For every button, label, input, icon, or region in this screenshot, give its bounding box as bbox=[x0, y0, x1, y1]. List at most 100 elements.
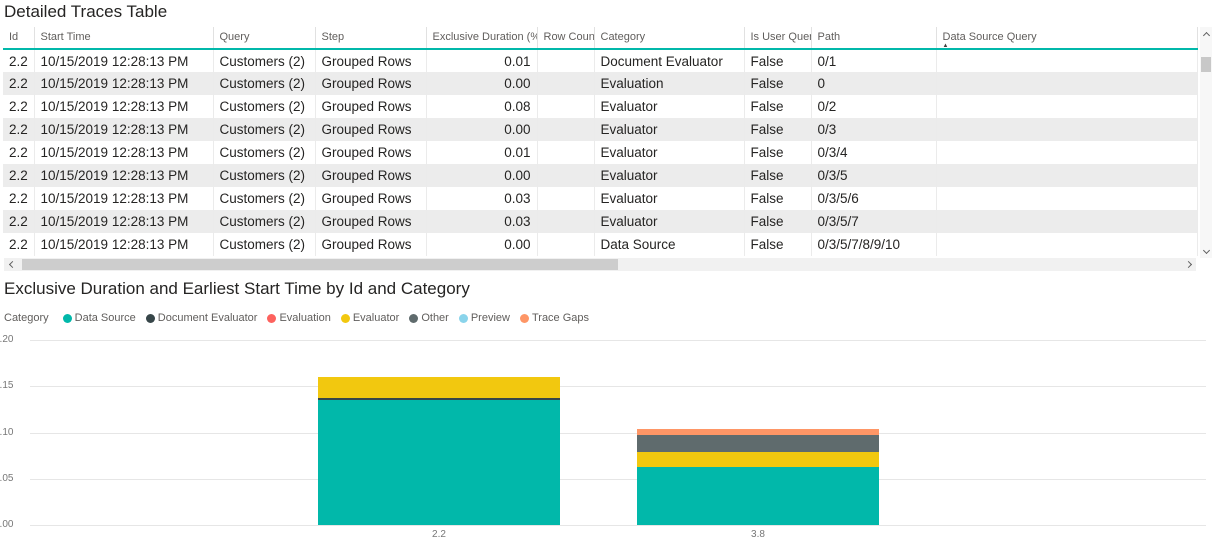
legend-item-label: Evaluator bbox=[352, 312, 400, 324]
x-axis-label: 3.8 bbox=[751, 529, 765, 540]
table-cell-is-user-query: False bbox=[744, 141, 812, 164]
bar-segment-document-evaluator[interactable] bbox=[318, 398, 560, 401]
column-header-step[interactable]: Step bbox=[315, 27, 427, 50]
table-cell-query: Customers (2) bbox=[213, 233, 316, 256]
scroll-right-arrow-icon[interactable] bbox=[1182, 258, 1194, 270]
table-cell-start-time: 10/15/2019 12:28:13 PM bbox=[34, 187, 214, 210]
table-row[interactable]: 2.2 10/15/2019 12:28:13 PM Customers (2) Gr… bbox=[3, 141, 1198, 164]
table-row[interactable]: 2.2 10/15/2019 12:28:13 PM Customers (2) Gr… bbox=[3, 95, 1198, 118]
table-cell-category: Evaluator bbox=[594, 164, 745, 187]
table-cell-path: 0/3/4 bbox=[811, 141, 937, 164]
table-cell-is-user-query: False bbox=[744, 187, 812, 210]
column-header-data-source-query[interactable]: Data Source Query ▲ bbox=[936, 27, 1198, 50]
table-cell-query: Customers (2) bbox=[213, 72, 316, 95]
table-cell-category: Evaluation bbox=[594, 72, 745, 95]
bar-segment-trace-gaps[interactable] bbox=[637, 428, 879, 436]
table-cell-query: Customers (2) bbox=[213, 95, 316, 118]
table-row[interactable]: 2.2 10/15/2019 12:28:13 PM Customers (2) Gr… bbox=[3, 210, 1198, 233]
stacked-bar-3-8 bbox=[637, 428, 879, 525]
legend-item-evaluation[interactable]: Evaluation bbox=[267, 312, 331, 324]
bar-segment-data-source[interactable] bbox=[318, 400, 560, 525]
table-cell-query: Customers (2) bbox=[213, 187, 316, 210]
table-row[interactable]: 2.2 10/15/2019 12:28:13 PM Customers (2) Gr… bbox=[3, 118, 1198, 141]
table-cell-data-source-query bbox=[936, 187, 1198, 210]
scroll-down-arrow-icon[interactable] bbox=[1200, 244, 1212, 256]
table-cell-id: 2.2 bbox=[3, 210, 35, 233]
table-cell-exclusive-duration: 0.00 bbox=[426, 118, 538, 141]
column-header-id[interactable]: Id bbox=[3, 27, 35, 50]
table-header-row: Id Start Time Query Step Exclusive Duration … bbox=[3, 27, 1198, 50]
legend-item-label: Data Source bbox=[74, 312, 136, 324]
table-row[interactable]: 2.2 10/15/2019 12:28:13 PM Customers (2) Gr… bbox=[3, 187, 1198, 210]
table-cell-row-count bbox=[537, 164, 595, 187]
legend-item-document-evaluator[interactable]: Document Evaluator bbox=[145, 312, 257, 324]
vertical-scrollbar-thumb[interactable] bbox=[1201, 57, 1211, 72]
table-row[interactable]: 2.2 10/15/2019 12:28:13 PM Customers (2) Gr… bbox=[3, 72, 1198, 95]
bar-segment-other[interactable] bbox=[637, 435, 879, 452]
legend-item-label: Trace Gaps bbox=[531, 312, 590, 324]
table-body: 2.2 10/15/2019 12:28:13 PM Customers (2) Gr… bbox=[3, 49, 1198, 256]
table-cell-step: Grouped Rows bbox=[315, 141, 427, 164]
column-header-start-time[interactable]: Start Time bbox=[34, 27, 214, 50]
table-cell-start-time: 10/15/2019 12:28:13 PM bbox=[34, 49, 214, 72]
table-cell-is-user-query: False bbox=[744, 233, 812, 256]
legend-item-label: Other bbox=[421, 312, 449, 324]
column-header-label: Category bbox=[600, 31, 646, 43]
scroll-up-arrow-icon[interactable] bbox=[1200, 29, 1212, 41]
bar-segment-evaluator[interactable] bbox=[318, 377, 560, 399]
scroll-left-arrow-icon[interactable] bbox=[6, 258, 18, 270]
table-cell-row-count bbox=[537, 187, 595, 210]
table-cell-step: Grouped Rows bbox=[315, 210, 427, 233]
x-axis-label: 2.2 bbox=[432, 529, 446, 540]
table-row[interactable]: 2.2 10/15/2019 12:28:13 PM Customers (2) Gr… bbox=[3, 49, 1198, 72]
table-cell-exclusive-duration: 0.01 bbox=[426, 141, 538, 164]
legend-item-trace-gaps[interactable]: Trace Gaps bbox=[519, 312, 590, 324]
table-row[interactable]: 2.2 10/15/2019 12:28:13 PM Customers (2) Gr… bbox=[3, 233, 1198, 256]
table-cell-path: 0/3/5 bbox=[811, 164, 937, 187]
y-axis-label: 0.00 bbox=[0, 519, 14, 530]
column-header-label: Step bbox=[321, 31, 345, 43]
horizontal-scrollbar-thumb[interactable] bbox=[22, 259, 618, 270]
table-cell-exclusive-duration: 0.01 bbox=[426, 49, 538, 72]
table-cell-category: Data Source bbox=[594, 233, 745, 256]
column-header-exclusive-duration[interactable]: Exclusive Duration (%) bbox=[426, 27, 538, 50]
column-header-label: Exclusive Duration (%) bbox=[432, 31, 537, 43]
table-cell-start-time: 10/15/2019 12:28:13 PM bbox=[34, 95, 214, 118]
legend-item-other[interactable]: Other bbox=[409, 312, 449, 324]
legend-color-dot-icon bbox=[340, 313, 350, 323]
column-header-is-user-query[interactable]: Is User Query bbox=[744, 27, 812, 50]
table-cell-start-time: 10/15/2019 12:28:13 PM bbox=[34, 210, 214, 233]
table-cell-id: 2.2 bbox=[3, 233, 35, 256]
table-cell-start-time: 10/15/2019 12:28:13 PM bbox=[34, 72, 214, 95]
column-header-label: Start Time bbox=[40, 31, 91, 43]
legend-item-evaluator[interactable]: Evaluator bbox=[340, 312, 400, 324]
legend-item-preview[interactable]: Preview bbox=[458, 312, 510, 324]
bar-segment-data-source[interactable] bbox=[637, 466, 879, 525]
column-header-query[interactable]: Query bbox=[213, 27, 316, 50]
table-cell-step: Grouped Rows bbox=[315, 95, 427, 118]
column-header-label: Path bbox=[817, 31, 841, 43]
legend-item-label: Evaluation bbox=[279, 312, 331, 324]
table-cell-exclusive-duration: 0.00 bbox=[426, 164, 538, 187]
table-cell-id: 2.2 bbox=[3, 72, 35, 95]
horizontal-scrollbar[interactable] bbox=[4, 258, 1196, 271]
table-cell-start-time: 10/15/2019 12:28:13 PM bbox=[34, 164, 214, 187]
vertical-scrollbar[interactable] bbox=[1200, 27, 1212, 258]
column-header-row-count[interactable]: Row Count bbox=[537, 27, 595, 50]
gridline bbox=[30, 386, 1206, 388]
column-header-path[interactable]: Path bbox=[811, 27, 937, 50]
table-row[interactable]: 2.2 10/15/2019 12:28:13 PM Customers (2) Gr… bbox=[3, 164, 1198, 187]
bar-segment-evaluator[interactable] bbox=[637, 451, 879, 467]
legend-title: Category bbox=[4, 312, 49, 324]
table-cell-query: Customers (2) bbox=[213, 49, 316, 72]
legend-color-dot-icon bbox=[145, 313, 155, 323]
y-axis-label: 0.05 bbox=[0, 472, 14, 484]
table-cell-exclusive-duration: 0.03 bbox=[426, 187, 538, 210]
column-header-category[interactable]: Category bbox=[594, 27, 745, 50]
table-cell-path: 0/3/5/7/8/9/10 bbox=[811, 233, 937, 256]
legend-item-data-source[interactable]: Data Source bbox=[62, 312, 136, 324]
table-cell-is-user-query: False bbox=[744, 95, 812, 118]
column-header-label: Data Source Query bbox=[942, 31, 1037, 43]
table-cell-is-user-query: False bbox=[744, 49, 812, 72]
stacked-bar-2-2 bbox=[318, 377, 560, 525]
